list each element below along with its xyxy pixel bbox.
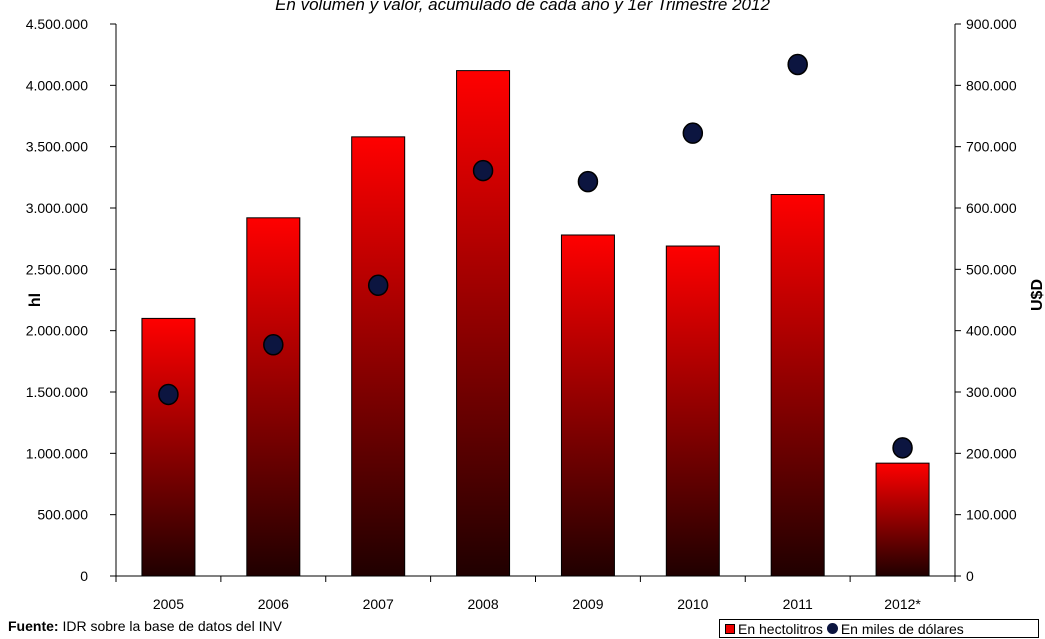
y-tick-label: 2.000.000 <box>26 323 88 339</box>
x-tick-label: 2006 <box>258 596 289 612</box>
x-tick-label: 2005 <box>153 596 184 612</box>
point-2008 <box>472 159 494 182</box>
y-tick-label: 500.000 <box>37 507 88 523</box>
bar-2007 <box>351 136 406 577</box>
y-tick-label: 1.500.000 <box>26 384 88 400</box>
y-tick-label: 4.500.000 <box>26 16 88 32</box>
point-2010 <box>682 122 704 144</box>
legend-item-hectolitros: En hectolitros <box>725 621 823 637</box>
point-2012* <box>892 437 913 459</box>
axes: 0 500.000 1.000.000 1.500.000 2.000.000 2.500… <box>26 16 1045 612</box>
y2-tick-label: 700.000 <box>966 139 1017 155</box>
chart-subtitle: En volumen y valor, acumulado de cada añ… <box>275 0 770 14</box>
legend: En hectolitros En miles de dólares <box>719 619 1039 638</box>
y2-tick-label: 800.000 <box>966 77 1017 93</box>
x-tick-label: 2007 <box>363 596 394 612</box>
y2-tick-label: 500.000 <box>966 261 1017 277</box>
y2-tick-label: 300.000 <box>966 384 1017 400</box>
y-tick-label: 3.000.000 <box>26 200 88 216</box>
legend-label-hectolitros: En hectolitros <box>738 620 823 637</box>
y-axis-title: hl <box>27 293 44 307</box>
bar-2011 <box>770 194 825 577</box>
point-2005 <box>158 383 179 406</box>
x-tick-label: 2012* <box>884 596 921 612</box>
y2-tick-label: 200.000 <box>966 445 1017 461</box>
legend-label-dolares: En miles de dólares <box>840 620 964 637</box>
x-tick-label: 2011 <box>783 596 813 612</box>
point-2009 <box>577 170 599 193</box>
point-2007 <box>367 274 389 297</box>
y-tick-label: 4.000.000 <box>26 77 88 93</box>
legend-swatch-dot <box>826 623 838 634</box>
point-2006 <box>263 334 284 356</box>
y2-tick-label: 900.000 <box>966 16 1017 32</box>
y-tick-label: 1.000.000 <box>26 445 88 461</box>
y2-tick-label: 600.000 <box>966 200 1017 216</box>
point-series <box>158 53 913 459</box>
bar-2009 <box>560 234 615 577</box>
y-tick-label: 3.500.000 <box>26 139 88 155</box>
bar-2010 <box>665 245 720 577</box>
x-tick-label: 2010 <box>677 596 708 612</box>
bar-2008 <box>456 70 511 577</box>
y-tick-label: 0 <box>80 568 88 584</box>
y-tick-label: 2.500.000 <box>26 261 88 277</box>
bar-2006 <box>246 217 301 577</box>
y2-tick-label: 400.000 <box>966 323 1017 339</box>
legend-item-dolares: En miles de dólares <box>826 620 964 637</box>
bar-2012* <box>875 462 930 577</box>
y2-tick-label: 100.000 <box>966 507 1017 523</box>
x-tick-label: 2008 <box>467 596 498 612</box>
x-tick-label: 2009 <box>572 596 603 612</box>
y2-tick-label: 0 <box>966 568 974 584</box>
source-label: Fuente: <box>8 618 59 634</box>
chart-canvas: 0 500.000 1.000.000 1.500.000 2.000.000 2.500… <box>26 16 1045 612</box>
bar-2005 <box>141 317 196 577</box>
source-note: Fuente: IDR sobre la base de datos del I… <box>8 618 282 634</box>
y2-axis-title: U$D <box>1029 279 1045 311</box>
bar-series <box>141 70 930 577</box>
legend-swatch-bar <box>725 623 735 634</box>
point-2011 <box>787 53 808 76</box>
source-text: IDR sobre la base de datos del INV <box>62 618 282 634</box>
